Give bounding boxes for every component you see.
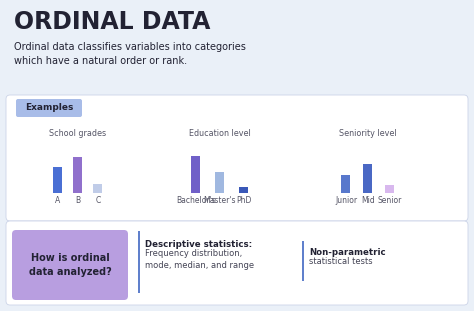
Text: A: A — [55, 196, 61, 205]
Text: Seniority level: Seniority level — [339, 129, 397, 138]
Text: Non-parametric: Non-parametric — [309, 248, 386, 257]
Bar — [302, 241, 304, 281]
Bar — [364, 164, 373, 193]
Bar — [191, 156, 201, 193]
Text: B: B — [75, 196, 81, 205]
Bar — [73, 157, 82, 193]
Text: Examples: Examples — [25, 104, 73, 113]
FancyBboxPatch shape — [6, 95, 468, 221]
Text: statistical tests: statistical tests — [309, 257, 373, 266]
Text: Mid: Mid — [361, 196, 375, 205]
Text: Bachelor's: Bachelor's — [176, 196, 216, 205]
Bar — [385, 185, 394, 193]
Text: Ordinal data classifies variables into categories
which have a natural order or : Ordinal data classifies variables into c… — [14, 42, 246, 67]
Text: ORDINAL DATA: ORDINAL DATA — [14, 10, 210, 34]
Bar — [93, 184, 102, 193]
Text: Senior: Senior — [378, 196, 402, 205]
FancyBboxPatch shape — [12, 230, 128, 300]
Text: Descriptive statistics:: Descriptive statistics: — [145, 240, 252, 249]
Text: How is ordinal
data analyzed?: How is ordinal data analyzed? — [28, 253, 111, 277]
Bar — [138, 231, 140, 293]
Bar — [216, 172, 225, 193]
Text: Education level: Education level — [189, 129, 251, 138]
Bar — [239, 187, 248, 193]
Bar — [341, 175, 350, 193]
Text: School grades: School grades — [49, 129, 107, 138]
Text: Frequency distribution,
mode, median, and range: Frequency distribution, mode, median, an… — [145, 249, 254, 271]
Text: PhD: PhD — [237, 196, 252, 205]
Text: Master's: Master's — [204, 196, 236, 205]
Bar — [54, 167, 63, 193]
Text: Junior: Junior — [335, 196, 357, 205]
Text: C: C — [95, 196, 100, 205]
FancyBboxPatch shape — [16, 99, 82, 117]
FancyBboxPatch shape — [6, 221, 468, 305]
